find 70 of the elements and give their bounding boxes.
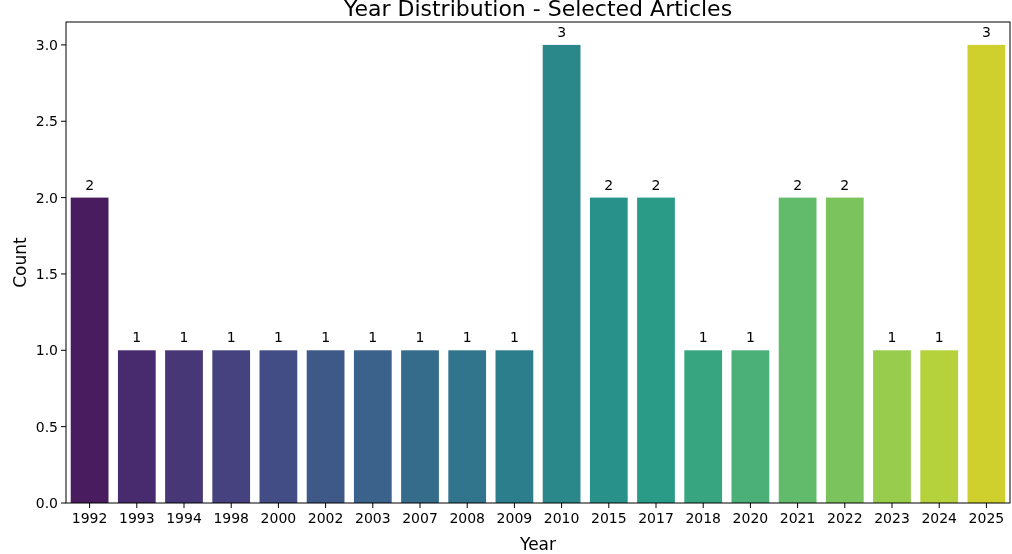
bar xyxy=(920,350,959,503)
y-tick-label: 2.0 xyxy=(35,189,58,206)
x-axis-title: Year xyxy=(519,534,556,554)
bar xyxy=(70,197,109,503)
bar xyxy=(259,350,298,503)
data-label: 2 xyxy=(793,176,803,193)
bar xyxy=(165,350,203,503)
x-tick-label: 2024 xyxy=(921,510,958,526)
data-label: 3 xyxy=(557,23,567,40)
x-tick-label: 2010 xyxy=(543,510,580,526)
y-tick-label: 0.0 xyxy=(35,494,58,511)
x-tick-label: 2017 xyxy=(638,510,674,526)
data-label: 1 xyxy=(368,329,378,346)
x-tick-label: 2003 xyxy=(354,510,391,526)
data-label: 1 xyxy=(415,329,425,346)
data-label: 1 xyxy=(321,329,331,346)
bar xyxy=(495,350,534,503)
x-tick-label: 2002 xyxy=(307,510,344,526)
bar xyxy=(778,197,817,503)
bar xyxy=(873,350,911,503)
x-tick-label: 2009 xyxy=(496,510,533,526)
x-tick-label: 2020 xyxy=(732,510,769,526)
x-tick-label: 2025 xyxy=(968,510,1005,526)
y-tick-label: 1.5 xyxy=(35,265,58,282)
x-tick-label: 2022 xyxy=(826,510,863,526)
data-label: 1 xyxy=(887,329,897,346)
x-tick-label: 2000 xyxy=(260,510,297,526)
bar xyxy=(589,197,628,503)
x-tick-label: 2021 xyxy=(779,510,816,526)
y-tick-label: 2.5 xyxy=(35,113,58,130)
x-tick-label: 2023 xyxy=(874,510,910,526)
bar xyxy=(731,350,770,503)
bar xyxy=(212,350,251,503)
data-label: 1 xyxy=(273,329,283,346)
x-tick-label: 2007 xyxy=(402,510,438,526)
x-tick-label: 2015 xyxy=(590,510,627,526)
bar xyxy=(542,44,581,503)
data-label: 1 xyxy=(462,329,472,346)
bar xyxy=(825,197,864,503)
data-label: 2 xyxy=(85,176,95,193)
data-label: 2 xyxy=(840,176,850,193)
data-label: 1 xyxy=(226,329,236,346)
data-label: 1 xyxy=(179,329,189,346)
bar xyxy=(684,350,723,503)
x-tick-label: 1994 xyxy=(166,510,202,526)
data-label: 1 xyxy=(509,329,519,346)
x-tick-label: 2018 xyxy=(685,510,722,526)
x-tick-label: 1992 xyxy=(71,510,108,526)
y-tick-label: 0.5 xyxy=(35,418,58,435)
bar xyxy=(401,350,439,503)
data-label: 2 xyxy=(604,176,614,193)
data-label: 1 xyxy=(698,329,708,346)
bar xyxy=(448,350,487,503)
x-tick-label: 1998 xyxy=(213,510,250,526)
bar xyxy=(306,350,345,503)
y-tick-label: 1.0 xyxy=(35,342,58,359)
data-label: 1 xyxy=(745,329,755,346)
bar xyxy=(637,197,675,503)
data-label: 1 xyxy=(132,329,142,346)
chart-title: Year Distribution - Selected Articles xyxy=(342,0,733,21)
bar xyxy=(353,350,392,503)
bar xyxy=(117,350,156,503)
data-label: 1 xyxy=(934,329,944,346)
x-tick-label: 1993 xyxy=(118,510,155,526)
data-label: 2 xyxy=(651,176,661,193)
y-tick-label: 3.0 xyxy=(35,36,58,53)
x-tick-label: 2008 xyxy=(449,510,486,526)
y-axis-title: Count xyxy=(10,236,30,288)
data-label: 3 xyxy=(981,23,991,40)
bar xyxy=(967,44,1006,503)
